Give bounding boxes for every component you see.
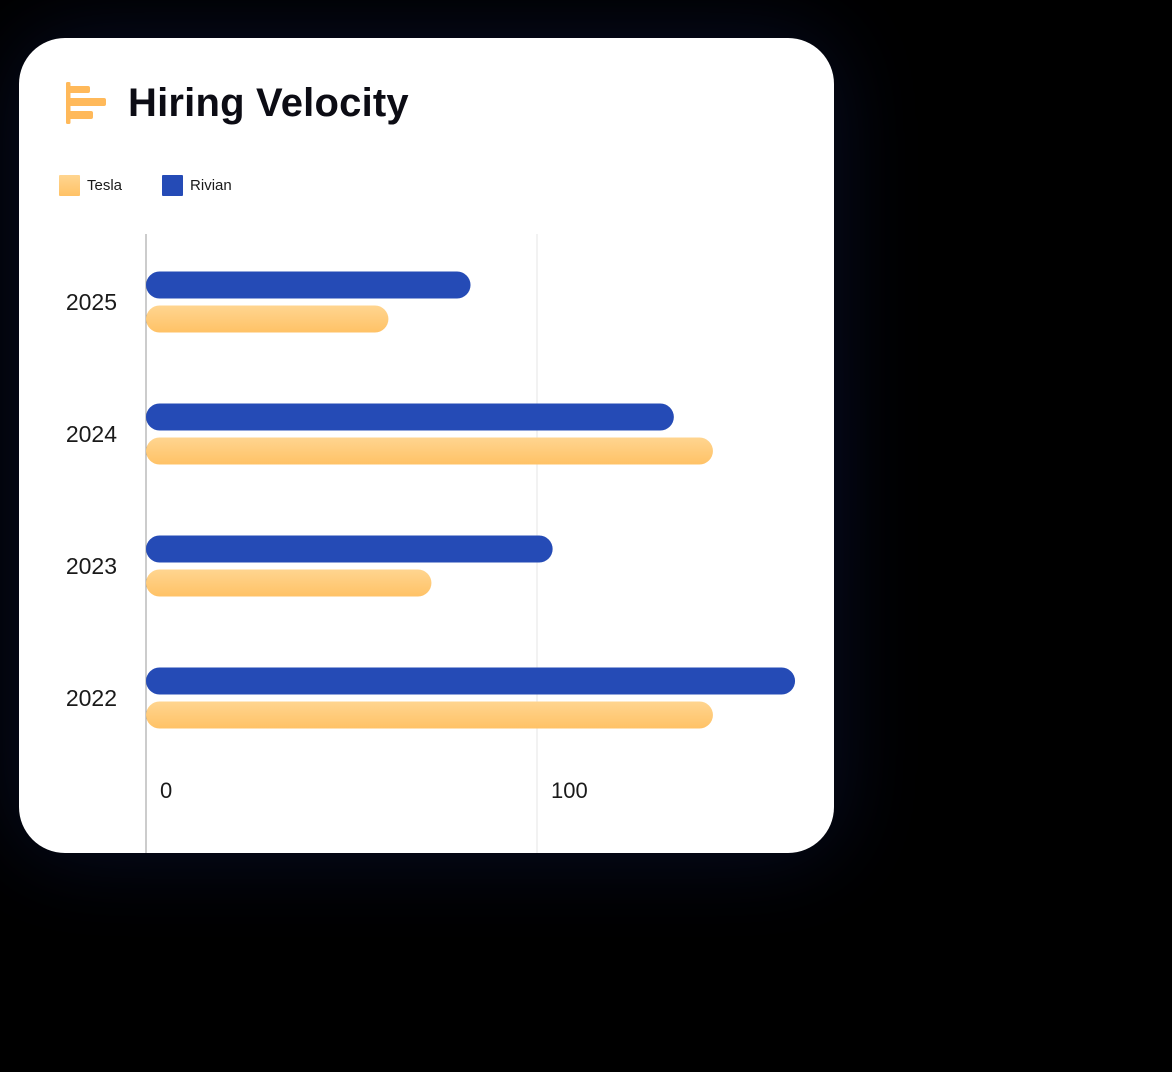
bar-rivian-2025: [146, 271, 471, 299]
bar-tesla-2025: [146, 305, 389, 333]
legend-item-rivian: Rivian: [162, 175, 232, 196]
legend-label-rivian: Rivian: [190, 177, 232, 194]
chart-title: Hiring Velocity: [128, 80, 409, 125]
y-tick-label-2022: 2022: [66, 685, 117, 711]
chart-plot-area: 0 100 2025 2024 2023 2022: [66, 234, 796, 853]
bar-tesla-2024: [146, 437, 713, 465]
x-tick-label-0: 0: [160, 778, 172, 803]
legend-item-tesla: Tesla: [59, 175, 122, 196]
bar-rivian-2023: [146, 535, 553, 563]
bar-rivian-2024: [146, 403, 674, 431]
legend-swatch-tesla: [59, 175, 80, 196]
x-tick-label-100: 100: [551, 778, 588, 803]
legend-label-tesla: Tesla: [87, 177, 123, 194]
y-tick-label-2024: 2024: [66, 421, 117, 447]
horizontal-bar-chart-icon: [66, 82, 106, 124]
legend-swatch-rivian: [162, 175, 184, 196]
bar-tesla-2023: [146, 569, 432, 597]
chart-card: Hiring Velocity Tesla Rivian 0 100 2025 202…: [19, 38, 834, 853]
y-tick-label-2023: 2023: [66, 553, 117, 579]
card-header: Hiring Velocity: [63, 78, 409, 128]
bar-rivian-2022: [146, 667, 796, 695]
bar-tesla-2022: [146, 701, 713, 729]
y-tick-label-2025: 2025: [66, 289, 117, 315]
chart-legend: Tesla Rivian: [59, 175, 272, 196]
